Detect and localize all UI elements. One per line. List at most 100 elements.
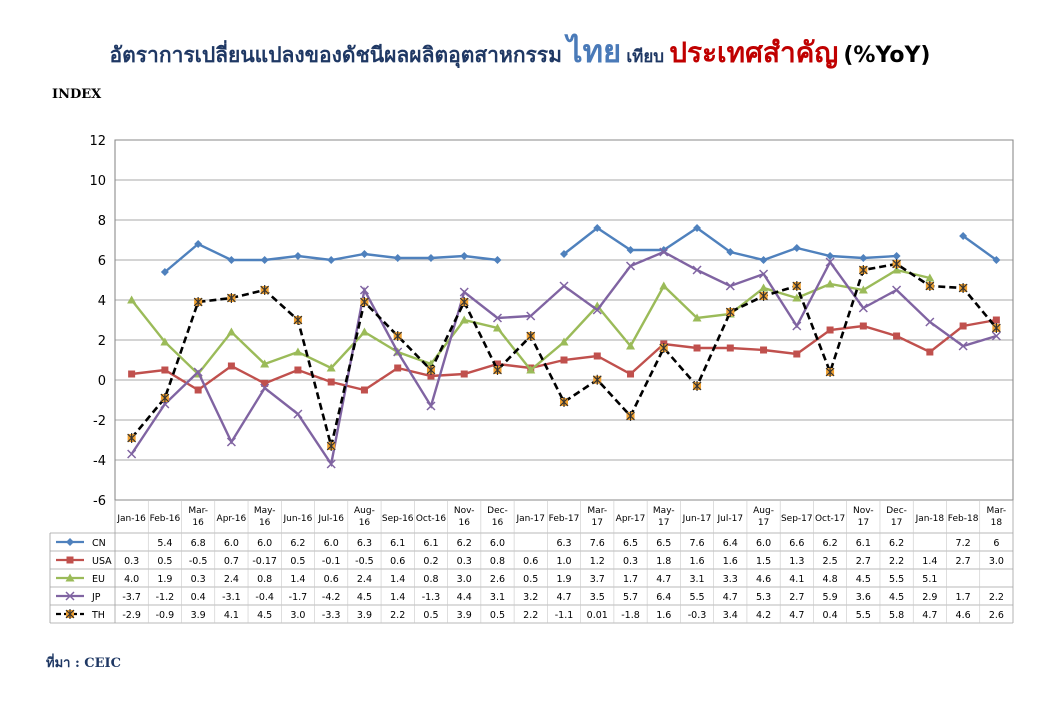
table-cell-eu: 2.4 [357,574,372,585]
data-point-th [825,367,835,377]
x-tick-label: Jan-17 [515,514,545,524]
table-cell-jp: 4.5 [357,592,372,603]
data-point-jp [825,257,835,267]
title-part-compare: เทียบ [626,47,665,67]
table-cell-th: 0.5 [490,610,505,621]
data-point-eu [858,285,868,294]
data-point-th [360,297,369,307]
x-tick-label: May-16 [254,506,276,528]
data-point-th [526,331,536,341]
x-tick-label: Jan-18 [915,514,945,524]
x-tick-label: Aug-16 [354,506,375,528]
table-cell-cn: 7.6 [590,538,605,549]
table-cell-jp: 4.5 [889,592,904,603]
data-point-usa [693,344,701,352]
table-cell-eu: 3.3 [723,574,738,585]
data-point-th [692,381,702,391]
table-cell-th: -0.9 [156,610,175,621]
table-cell-th: 4.2 [756,610,771,621]
table-cell-usa: 3.0 [989,556,1004,567]
x-tick-label: Nov-16 [454,506,475,528]
table-cell-th: 2.6 [989,610,1004,621]
table-cell-th: 4.1 [224,610,239,621]
legend-label-cn: CN [92,538,106,549]
series-cn [160,224,1001,276]
table-cell-cn: 6.0 [490,538,505,549]
data-point-eu [459,315,469,324]
data-point-jp [260,383,270,393]
x-tick-label: Feb-18 [948,514,979,524]
data-point-usa [593,352,601,360]
data-point-cn [426,254,435,262]
table-cell-eu: 1.7 [623,574,638,585]
data-point-jp [958,341,968,351]
data-point-usa [859,322,867,330]
table-cell-eu: 5.5 [889,574,904,585]
table-cell-th: 3.0 [290,610,305,621]
table-cell-usa: 1.6 [723,556,738,567]
data-point-cn [493,256,502,264]
data-point-usa [294,366,302,374]
table-cell-eu: 0.8 [257,574,272,585]
legend-label-eu: EU [92,574,105,585]
table-cell-jp: -3.1 [222,592,241,603]
data-point-th [792,281,802,291]
data-point-th [559,397,569,407]
data-point-cn [826,252,835,260]
data-point-th [493,365,502,375]
data-point-th [725,307,735,317]
table-cell-eu: 4.6 [756,574,771,585]
data-point-jp [692,265,702,275]
table-cell-jp: -0.4 [255,592,274,603]
data-point-jp [858,303,868,313]
table-cell-cn: 7.2 [956,538,971,549]
legend-th: TH [56,609,105,621]
y-tick-label: 8 [98,214,106,229]
table-cell-jp: 1.7 [956,592,971,603]
x-tick-label: Mar-16 [188,506,208,528]
table-cell-th: 5.8 [889,610,904,621]
table-cell-th: -2.9 [122,610,141,621]
data-point-eu [892,265,902,274]
data-point-usa [360,386,368,394]
table-cell-jp: 2.2 [989,592,1004,603]
data-point-th [759,291,768,301]
table-cell-cn: 6.0 [324,538,339,549]
plot-area [114,139,1014,501]
table-cell-cn: 6 [993,538,999,549]
data-point-jp [193,367,203,377]
data-point-eu [326,363,336,372]
legend-label-th: TH [91,610,105,621]
data-point-usa [194,386,202,394]
table-cell-jp: 2.7 [789,592,804,603]
table-cell-eu: 1.9 [157,574,172,585]
table-cell-cn: 6.4 [723,538,738,549]
y-tick-label: 0 [98,374,106,389]
data-point-jp [326,459,336,469]
table-cell-jp: -1.3 [422,592,441,603]
table-cell-usa: 1.4 [922,556,937,567]
table-cell-eu: 3.7 [590,574,605,585]
table-cell-th: 0.5 [423,610,438,621]
x-tick-label: Jun-16 [283,514,313,524]
data-point-eu [226,327,236,336]
table-cell-cn: 6.2 [889,538,904,549]
data-table: CN 5.4 6.8 6.0 6.0 6.2 6.0 6.3 6.1 6.1 6.2 6.0 6.3 7.… [49,500,1014,624]
data-point-cn [759,256,768,264]
series-jp [127,247,1001,469]
data-point-eu [759,283,769,292]
table-cell-th: 4.5 [257,610,272,621]
table-cell-th: 3.9 [191,610,206,621]
table-cell-jp: 3.2 [523,592,538,603]
table-cell-jp: -1.2 [156,592,175,603]
legend-marker-usa [66,556,74,564]
data-point-eu [127,295,137,304]
table-cell-jp: -3.7 [122,592,141,603]
table-cell-eu: 2.4 [224,574,239,585]
table-cell-jp: -4.2 [322,592,341,603]
data-point-jp [426,401,436,411]
x-tick-label: Jan-16 [116,514,146,524]
table-cell-eu: 1.9 [556,574,571,585]
legend-marker-th [65,609,75,619]
